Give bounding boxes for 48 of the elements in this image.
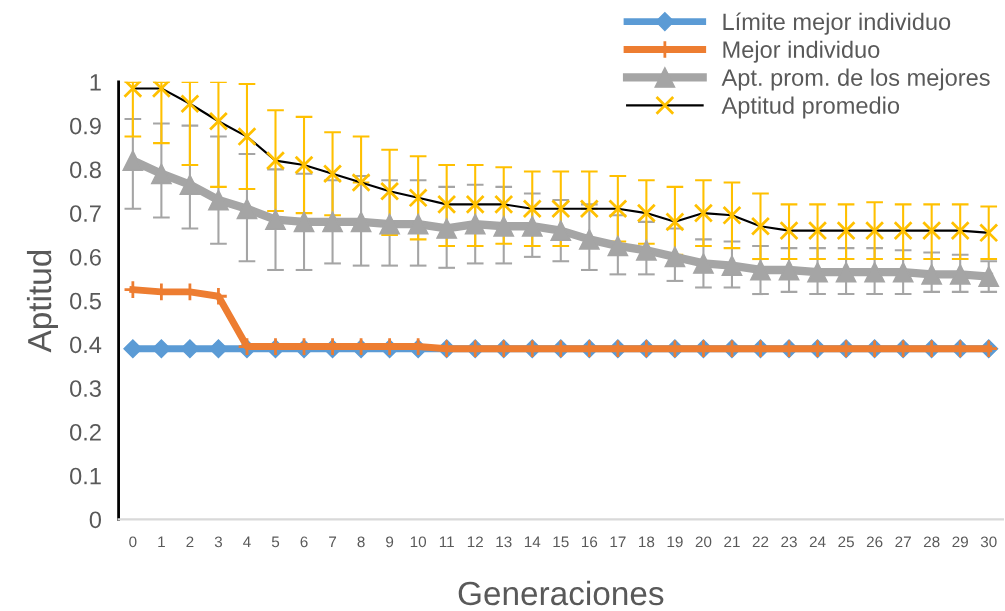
x-tick-label: 11 [439, 536, 454, 548]
x-tick-label: 21 [724, 536, 740, 548]
x-tick-label: 0 [129, 536, 137, 548]
x-tick-label: 6 [300, 536, 308, 548]
x-tick-label: 13 [496, 536, 512, 548]
y-tick-label: 0.6 [70, 248, 101, 266]
x-tick-label: 29 [952, 536, 968, 548]
x-tick-label: 26 [866, 536, 883, 548]
y-axis-title: Aptitud [26, 250, 58, 353]
x-tick-label: 19 [667, 536, 683, 548]
x-tick-label: 30 [980, 536, 997, 548]
y-tick-label: 0.7 [70, 205, 101, 222]
x-tick-label: 15 [553, 536, 569, 548]
x-tick-label: 27 [895, 536, 911, 548]
x-tick-label: 3 [214, 536, 223, 548]
x-tick-label: 28 [923, 536, 940, 548]
x-axis-title: Generaciones [458, 580, 664, 606]
y-tick-label: 0.1 [70, 467, 101, 485]
x-tick-label: 23 [781, 536, 797, 548]
x-tick-label: 16 [581, 536, 598, 548]
legend-label: Apt. prom. de los mejores [721, 68, 990, 91]
x-tick-label: 2 [186, 536, 194, 548]
legend-label: Límite mejor individuo [723, 12, 951, 35]
legend-label: Mejor individuo [723, 40, 880, 63]
x-tick-label: 1 [158, 536, 165, 548]
x-tick-label: 12 [467, 536, 483, 548]
x-tick-label: 4 [243, 536, 251, 548]
legend-label: Aptitud promedio [721, 96, 900, 119]
x-tick-label: 24 [809, 536, 826, 548]
y-tick-label: 0.3 [70, 380, 101, 397]
x-tick-label: 18 [639, 536, 655, 548]
y-tick-label: 0.5 [70, 292, 101, 310]
x-tick-label: 5 [271, 536, 280, 548]
y-tick-label: 0.8 [70, 161, 101, 179]
y-tick-label: 0.9 [70, 117, 101, 135]
y-tick-label: 0.2 [70, 423, 101, 441]
x-tick-label: 14 [524, 536, 541, 548]
y-tick-label: 0 [89, 511, 101, 529]
y-tick-label: 0.4 [70, 336, 102, 354]
x-tick-label: 8 [357, 536, 365, 548]
x-tick-label: 22 [752, 536, 769, 548]
x-tick-label: 9 [386, 536, 394, 548]
x-tick-label: 10 [410, 536, 427, 548]
x-tick-label: 7 [329, 536, 337, 548]
x-tick-label: 20 [695, 536, 712, 548]
y-tick-label: 1 [90, 74, 101, 91]
x-tick-label: 25 [838, 536, 854, 548]
x-tick-label: 17 [610, 536, 626, 548]
